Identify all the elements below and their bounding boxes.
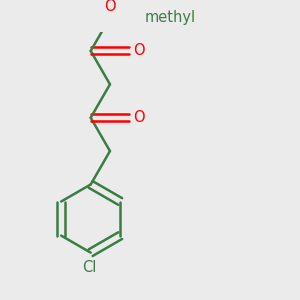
Text: Cl: Cl (82, 260, 96, 275)
Text: O: O (104, 0, 116, 14)
Text: methyl: methyl (145, 10, 196, 25)
Text: O: O (133, 110, 144, 125)
Text: O: O (133, 44, 144, 59)
